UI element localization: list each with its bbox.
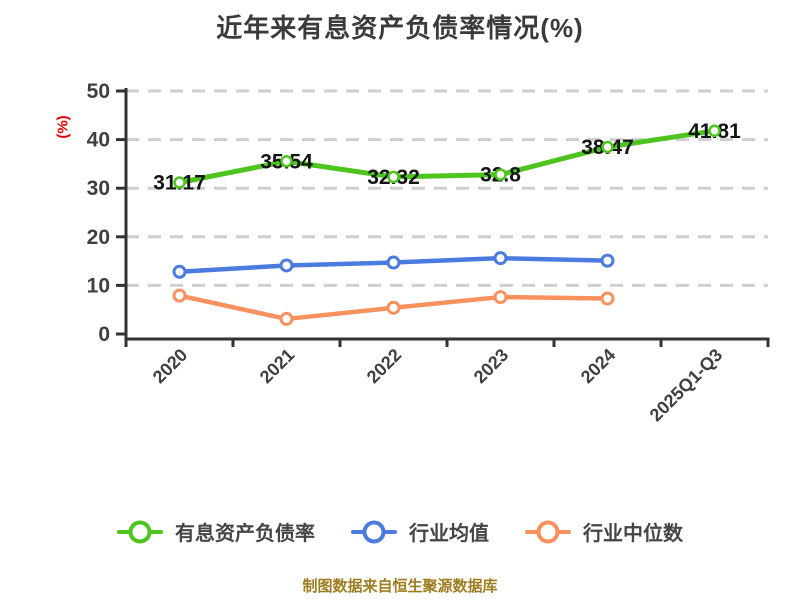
legend-label: 有息资产负债率 [175,523,315,545]
data-point-marker [172,288,187,303]
x-tick-label: 2023 [470,345,512,387]
legend-label: 行业中位数 [583,523,683,545]
x-tick-label: 2021 [256,345,298,387]
data-point-marker [493,251,508,266]
legend-label: 行业均值 [409,523,489,545]
legend-item-industry-average[interactable]: 行业均值 [351,517,489,546]
y-tick-label: 10 [87,274,110,297]
legend-item-industry-median[interactable]: 行业中位数 [525,517,683,546]
legend-item-main-series[interactable]: 有息资产负债率 [117,517,315,546]
legend-marker-line-icon [525,519,571,545]
data-point-marker [279,311,294,326]
data-point-marker [386,255,401,270]
data-point-marker [493,290,508,305]
data-source-note: 制图数据来自恒生聚源数据库 [302,578,498,595]
legend-marker-line-icon [351,519,397,545]
data-point-marker [387,170,400,184]
y-tick-label: 30 [87,177,110,200]
data-point-marker [494,168,507,181]
data-point-marker [600,291,615,306]
y-tick-label: 0 [98,323,110,346]
chart-canvas: 0 10 20 30 40 50 2020 2021 2022 2023 2024 2025Q1-Q3… [87,80,770,426]
y-tick-label: 20 [87,226,110,249]
x-tick-label: 2024 [577,345,619,387]
x-tick-label: 2025Q1-Q3 [646,345,727,426]
chart-legend: 有息资产负债率 行业均值 行业中位数 [0,517,800,546]
data-point-marker [708,124,721,138]
y-tick-label: 50 [87,80,110,103]
data-point-marker [173,176,186,189]
data-point-marker [601,140,614,154]
x-tick-label: 2020 [149,345,191,387]
data-point-marker [280,155,293,168]
data-point-marker [279,258,294,273]
series-line [177,128,717,186]
data-point-marker [172,264,187,279]
data-point-marker [600,253,615,268]
x-tick-label: 2022 [363,345,405,387]
legend-marker-line-icon [117,519,163,545]
data-point-marker [386,300,401,315]
y-tick-label: 40 [87,129,110,152]
chart-title: 近年来有息资产负债率情况(%) [216,13,584,43]
